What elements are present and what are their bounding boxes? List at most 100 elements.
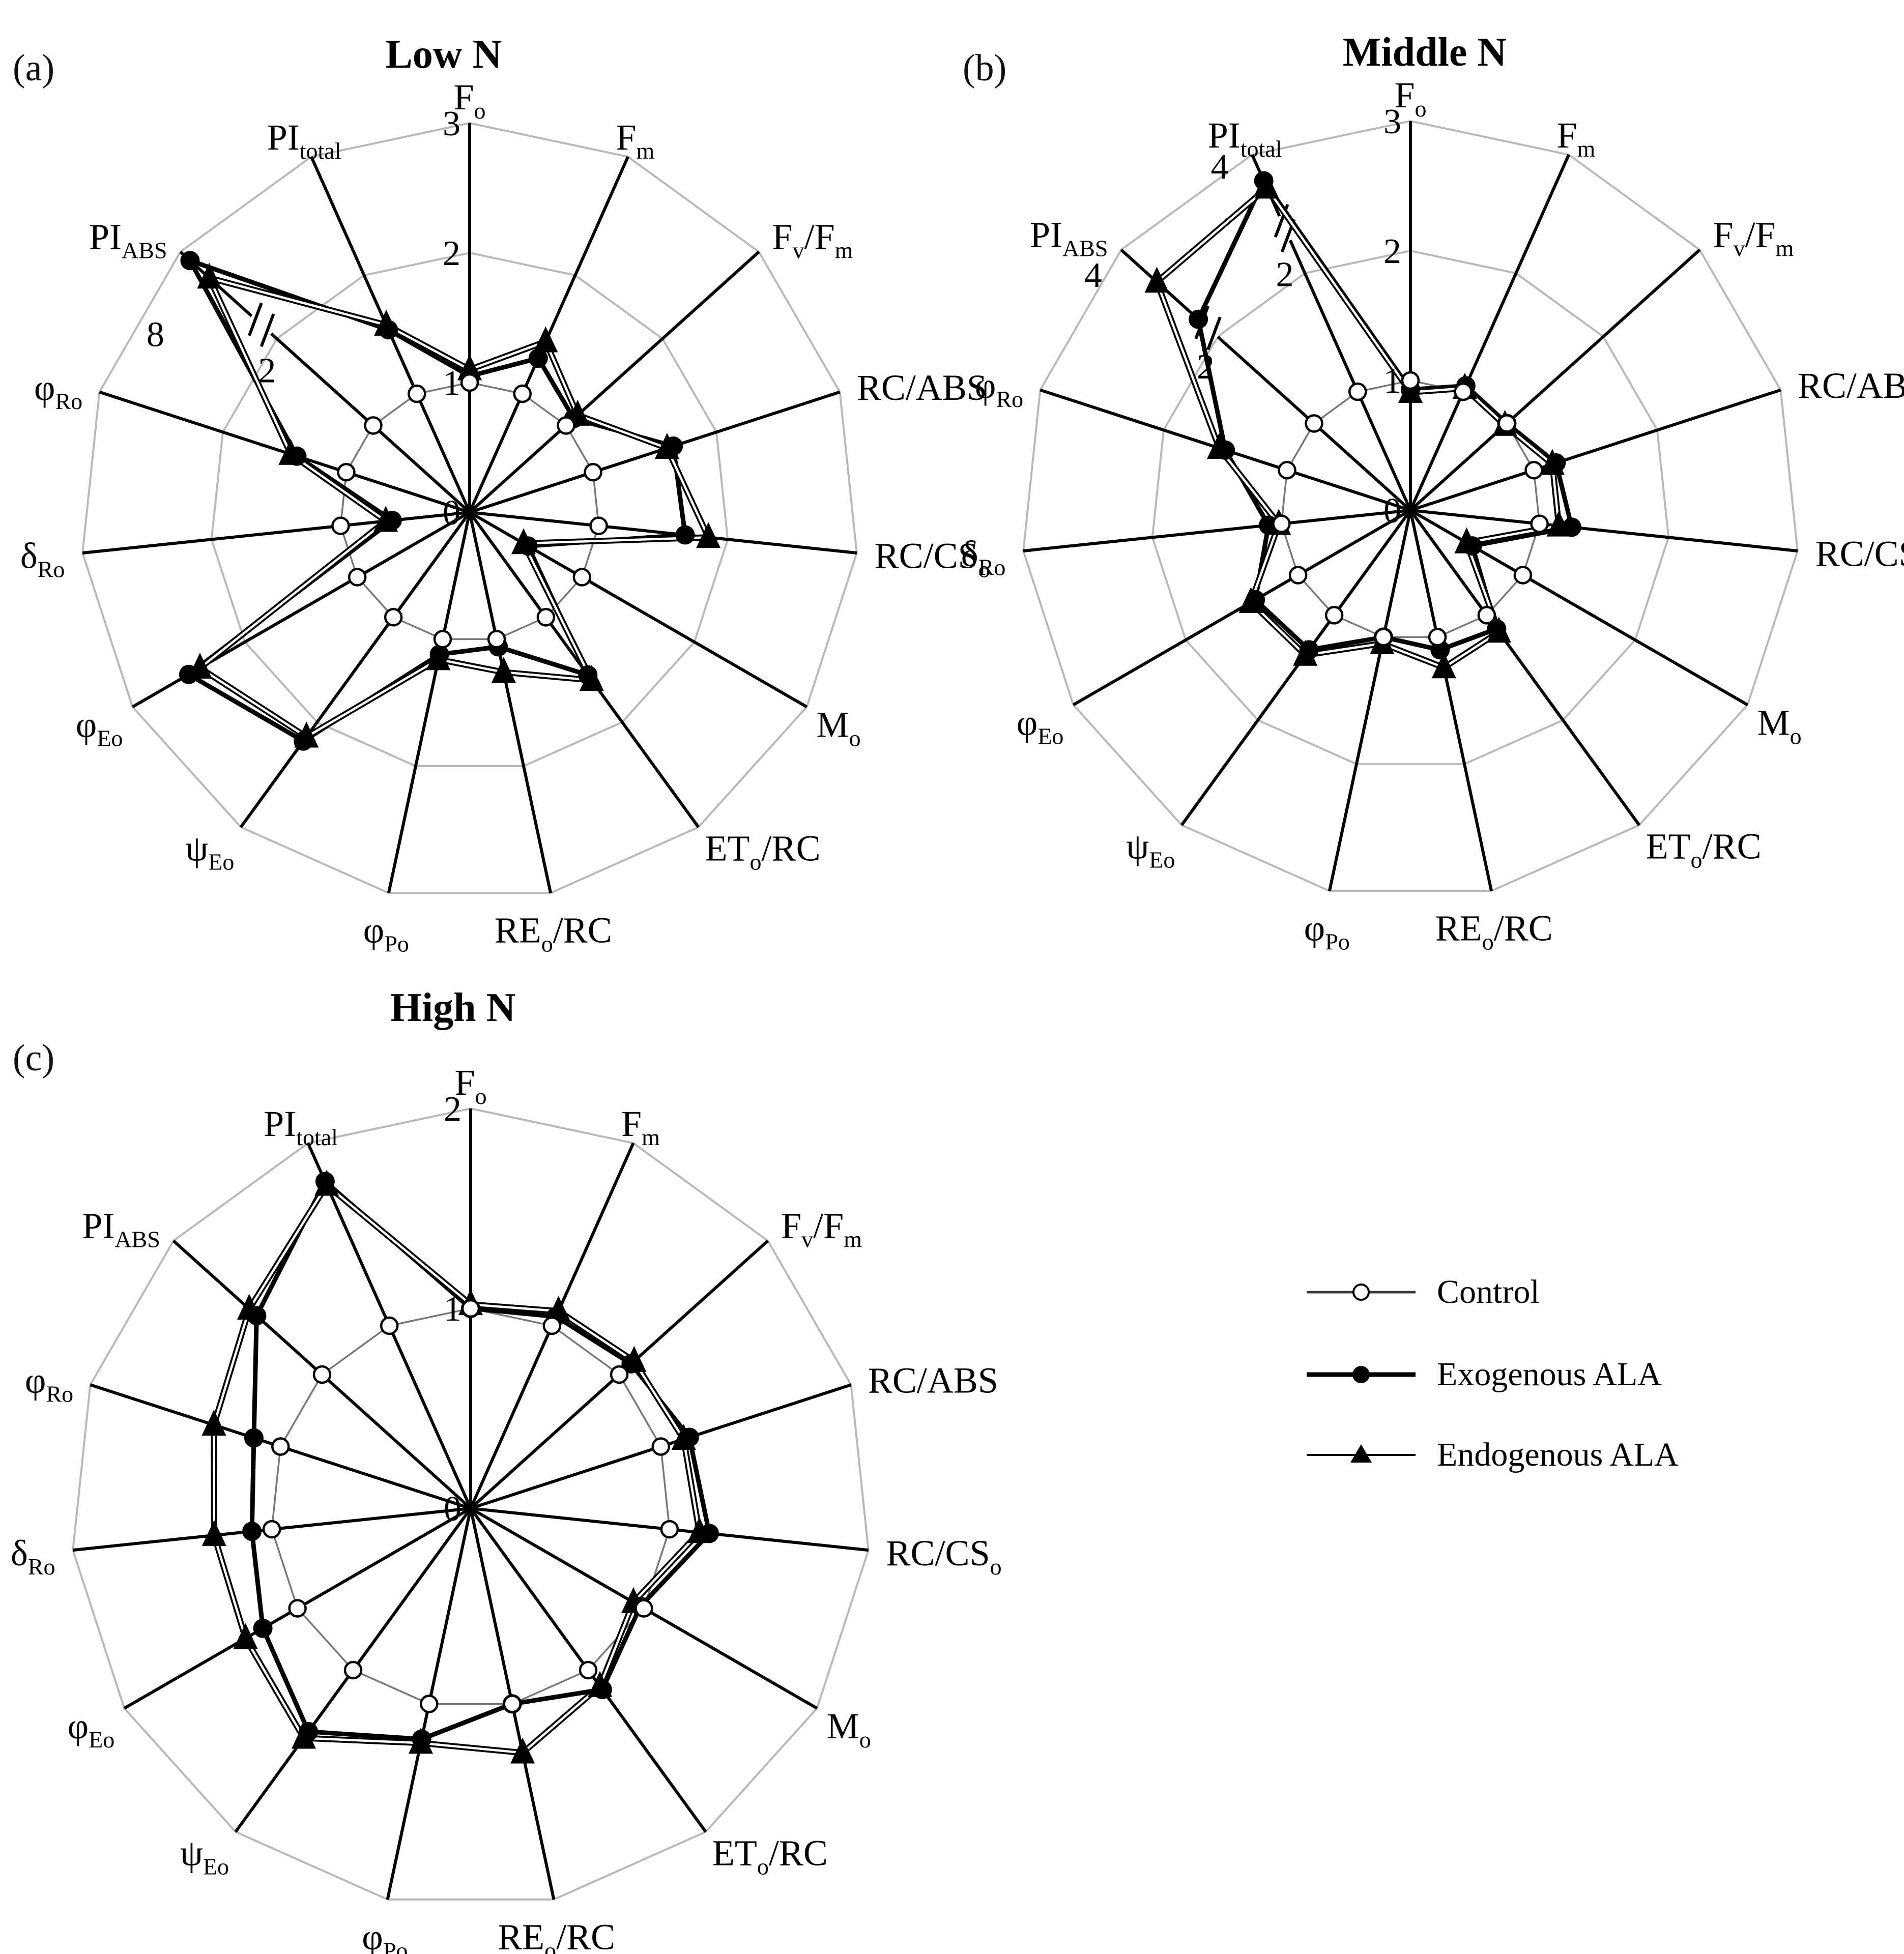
axis-label-Fm-c: Fm [621, 1103, 660, 1150]
radial-tick-3-a: 3 [443, 104, 460, 143]
marker-control-REo/RC-b [1428, 628, 1447, 647]
marker-control-Fo-b [1401, 371, 1420, 390]
marker-control-phiEo-a [348, 568, 367, 587]
legend-label-exogenous-ala: Exogenous ALA [1437, 1356, 1662, 1393]
axis-label-psiEo-a: ψEo [185, 828, 234, 875]
axis-label-Fv/Fm-c: Fv/Fm [781, 1206, 862, 1252]
axis-line-RC/ABS-a [469, 390, 841, 514]
marker-control-Mo-c [634, 1599, 653, 1618]
marker-endogenous-Fm-a [533, 326, 558, 353]
marker-endogenous-PIABS-a [197, 263, 222, 289]
axis-label-PItotal-a: PItotal [267, 117, 341, 164]
marker-control-psiEo-a [384, 608, 403, 627]
marker-control-Fo-c [461, 1299, 480, 1318]
marker-control-Fm-a [513, 384, 532, 403]
axis-line-phiPo-a [387, 512, 471, 893]
series-line-endogenous-ala-core-c [213, 1183, 701, 1754]
radial-tick-0-a: 0 [443, 493, 460, 533]
marker-endogenous-REo/RC-c [510, 1737, 535, 1764]
axis-label-Fo-c: Fo [454, 1062, 486, 1109]
marker-endogenous-PIABS-c [237, 1294, 262, 1320]
axis-label-ETo/RC-b: ETo/RC [1646, 826, 1762, 873]
marker-control-REo/RC-c [503, 1695, 522, 1713]
legend-item-endogenous-ala: Endogenous ALA [1303, 1435, 1679, 1475]
marker-endogenous-RC/CSo-b [1546, 510, 1571, 537]
axis-line-PItotal-b [1251, 154, 1412, 511]
axis-line-Fv/Fm-a [468, 250, 760, 514]
panel-letter-b: (b) [963, 47, 1007, 89]
marker-control-phiEo-c [288, 1599, 307, 1618]
marker-control-psiEo-c [343, 1660, 363, 1680]
radial-tick-0-c: 0 [444, 1490, 461, 1529]
series-line-control-a [339, 382, 600, 640]
marker-endogenous-phiRo-a [278, 439, 303, 465]
axis-line-REo/RC-b [1409, 510, 1493, 891]
axis-label-ETo/RC-a: ETo/RC [705, 828, 821, 875]
axis-label-psiEo-c: ψEo [180, 1833, 229, 1880]
marker-endogenous-Fo-a [457, 354, 482, 381]
axis-label-PIABS-b: PIABS [1030, 215, 1108, 261]
marker-exogenous-RC/CSo-a [675, 525, 695, 545]
legend-item-exogenous-ala: Exogenous ALA [1303, 1354, 1662, 1395]
marker-endogenous-RC/ABS-b [1540, 449, 1565, 475]
marker-control-RC/CSo-c [660, 1520, 679, 1539]
axis-line-deltaRo-b [1023, 509, 1411, 552]
break-tick-2-b: 2 [1197, 347, 1215, 387]
axis-label-deltaRo-c: δRo [11, 1533, 55, 1580]
panel-letter-c: (c) [13, 1037, 55, 1079]
break-tick-2-a: 2 [258, 351, 276, 390]
series-line-control-c [271, 1307, 671, 1705]
axis-label-phiPo-a: φPo [363, 910, 409, 957]
axis-label-RC/CSo-b: RC/CSo [1815, 534, 1904, 580]
marker-exogenous-deltaRo-c [242, 1522, 262, 1541]
marker-exogenous-PIABS-b [1189, 309, 1208, 329]
axis-line-REo/RC-a [468, 512, 552, 893]
marker-endogenous-RC/CSo-a [696, 522, 721, 548]
radar-chart-a: 3 2 1 0 8 2 Fo Fm Fv/Fm RC/ABS RC/CSo Mo ETo/RC REo/R… [20, 77, 990, 957]
axis-label-psiEo-b: ψEo [1126, 826, 1175, 873]
axis-label-Fm-a: Fm [616, 117, 654, 164]
marker-exogenous-Fm-a [528, 348, 548, 368]
marker-endogenous-Mo-b [1454, 527, 1479, 553]
axis-line-RC/CSo-a [469, 511, 857, 555]
marker-control-Mo-a [572, 568, 592, 587]
axis-line-ETo/RC-b [1409, 509, 1641, 826]
marker-control-REo/RC-a [487, 630, 506, 649]
marker-endogenous-ETo/RC-b [1486, 617, 1511, 643]
marker-endogenous-RC/ABS-c [671, 1423, 696, 1450]
chart-title-high-n: High N [390, 985, 516, 1030]
grid-ring-2-b [1151, 249, 1670, 765]
break-tick-4-b: 4 [1211, 148, 1229, 187]
marker-control-Fm-b [1454, 382, 1473, 401]
marker-endogenous-ETo/RC-a [579, 665, 604, 691]
endogenous-ala-marker-icon [1307, 1444, 1416, 1463]
marker-control-ETo/RC-a [536, 608, 556, 627]
marker-control-phiPo-b [1374, 628, 1393, 647]
grid-ring-3-b [1022, 120, 1799, 892]
marker-endogenous-phiRo-b [1207, 432, 1232, 459]
scale-break-slash-0-b [1206, 316, 1222, 351]
radial-tick-3-b: 3 [1383, 102, 1401, 141]
marker-control-PIABS-a [364, 416, 383, 435]
marker-endogenous-phiEo-c [233, 1623, 258, 1649]
marker-endogenous-psiEo-a [294, 721, 319, 748]
marker-control-RC/ABS-c [651, 1437, 671, 1456]
axis-label-phiPo-c: φPo [362, 1916, 408, 1954]
axis-label-RC/CSo-c: RC/CSo [886, 1533, 1002, 1580]
axis-label-phiRo-b: φRo [975, 365, 1023, 412]
marker-control-phiRo-c [271, 1437, 290, 1456]
axis-label-Fv/Fm-a: Fv/Fm [772, 217, 853, 264]
axis-line-Fv/Fm-b [1409, 248, 1701, 512]
axis-label-deltaRo-b: δRo [961, 534, 1006, 580]
scale-break-slash-1-a [247, 302, 263, 336]
axis-label-REo/RC-a: REo/RC [495, 910, 612, 957]
axis-label-deltaRo-a: δRo [20, 536, 65, 582]
marker-control-Fv/Fm-c [610, 1365, 629, 1384]
axis-label-PIABS-a: PIABS [89, 217, 167, 264]
axis-line-phiPo-b [1328, 510, 1412, 891]
axis-label-PIABS-c: PIABS [82, 1206, 160, 1252]
break-tick-2-b: 2 [1276, 255, 1293, 294]
marker-control-PIABS-c [312, 1365, 332, 1384]
marker-endogenous-phiRo-c [201, 1410, 226, 1436]
axis-label-Fv/Fm-b: Fv/Fm [1713, 215, 1794, 261]
